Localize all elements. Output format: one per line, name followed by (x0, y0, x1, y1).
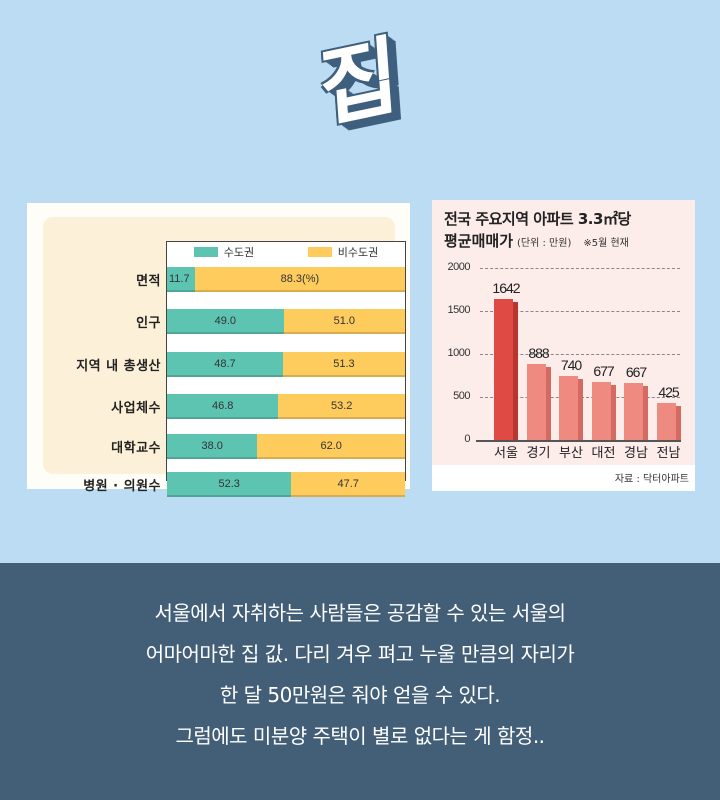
bar (559, 376, 583, 440)
bar-segment-non-capital: 51.0 (283, 309, 405, 334)
x-tick-label: 경남 (624, 446, 648, 461)
plot-area: 수도권 비수도권 11.7 88.3(%) 49.0 51.0 48.7 51.3 46.8… (166, 241, 406, 497)
y-tick-label: 0 (464, 433, 470, 445)
bar-row: 46.8 53.2 (167, 394, 405, 419)
gridline (480, 268, 680, 269)
x-tick-label: 경기 (526, 446, 551, 461)
bar-face (656, 403, 676, 440)
caption-panel: 서울에서 자취하는 사람들은 공감할 수 있는 서울의 어마어마한 집 값. 다… (0, 563, 720, 800)
bar-face (559, 376, 578, 440)
bar-value-label: 888 (528, 344, 549, 361)
bar-row: 38.0 62.0 (167, 434, 405, 459)
legend-swatch-capital (193, 247, 218, 257)
x-tick-label: 대전 (591, 446, 616, 461)
bar-segment-non-capital: 47.7 (291, 472, 405, 497)
legend-item-non-capital: 비수도권 (307, 244, 379, 260)
gridline (480, 311, 680, 312)
legend-label-non-capital: 비수도권 (337, 246, 379, 259)
y-tick-label: 1500 (447, 304, 471, 316)
bar-segment-capital: 38.0 (167, 434, 258, 459)
page-title: 집 (316, 25, 403, 141)
bar-segment-non-capital: 51.3 (282, 352, 405, 377)
chart-title: 전국 주요지역 아파트 3.3㎡당 (444, 210, 631, 228)
bar-segment-non-capital: 88.3(%) (194, 267, 405, 292)
bar-value-label: 677 (593, 362, 614, 379)
y-tick-label: 2000 (447, 261, 471, 273)
bar-segment-non-capital: 53.2 (278, 394, 405, 419)
bar-value-label: 425 (658, 384, 679, 401)
title-area: 집 (0, 25, 720, 148)
bar-row: 52.3 47.7 (167, 472, 405, 497)
y-tick-label: 500 (453, 390, 470, 402)
bar-side (643, 385, 648, 440)
bar-value-label: 740 (560, 357, 582, 374)
caption-line: 서울에서 자취하는 사람들은 공감할 수 있는 서울의 (154, 601, 566, 625)
bar (494, 298, 518, 440)
apartment-price-chart: 전국 주요지역 아파트 3.3㎡당 평균매매가 (단위 : 만원) ※5월 현재 2… (432, 200, 695, 491)
legend-label-capital: 수도권 (223, 246, 255, 259)
bar-segment-capital: 52.3 (167, 472, 292, 497)
bar-side (513, 301, 518, 440)
row-label: 사업체수 (111, 401, 161, 416)
bar-segment-capital: 49.0 (167, 309, 284, 334)
bar-segment-capital: 11.7 (167, 267, 195, 292)
bar (591, 381, 616, 440)
row-label: 인구 (136, 316, 161, 331)
bar (526, 363, 551, 440)
bar-side (610, 384, 616, 440)
x-tick-label: 부산 (559, 446, 583, 461)
y-tick-label: 1000 (447, 347, 471, 359)
bar-value-label: 1642 (492, 279, 520, 296)
x-axis (476, 440, 681, 442)
chart-background: 전국 주요지역 아파트 3.3㎡당 평균매매가 (단위 : 만원) ※5월 현재 2… (432, 200, 695, 465)
row-label: 병원 · 의원수 (83, 479, 161, 494)
row-label: 대학교수 (111, 441, 161, 456)
bar-value-label: 667 (625, 363, 647, 380)
chart-background: 수도권 비수도권 11.7 88.3(%) 49.0 51.0 48.7 51.3 46.8… (43, 217, 406, 497)
gridline (480, 354, 680, 355)
caption-line: 그럼에도 미분양 주택이 별로 없다는 게 함정.. (175, 724, 545, 748)
bar-row: 11.7 88.3(%) (167, 267, 405, 292)
bar-segment-non-capital: 62.0 (257, 434, 405, 459)
bar-side (545, 366, 551, 440)
legend-item-capital: 수도권 (193, 244, 255, 260)
caption-line: 한 달 50만원은 줘야 얻을 수 있다. (219, 683, 501, 707)
bar-face (624, 382, 643, 440)
chart-source: 자료 : 닥터아파트 (614, 474, 689, 485)
chart-title-line2: 평균매매가 (단위 : 만원) ※5월 현재 (444, 230, 629, 251)
chart-unit: (단위 : 만원) (517, 238, 572, 249)
caption-line: 어마어마한 집 값. 다리 겨우 펴고 누울 만큼의 자리가 (145, 642, 575, 666)
bar-face (591, 381, 611, 440)
bar-side (675, 406, 681, 440)
bar-face (494, 298, 513, 440)
bar-row: 48.7 51.3 (167, 352, 405, 377)
bar-face (526, 363, 546, 440)
x-tick-label: 전남 (656, 446, 681, 461)
bar-segment-capital: 48.7 (167, 352, 283, 377)
chart-legend: 수도권 비수도권 (167, 242, 405, 262)
bar-side (578, 379, 583, 440)
row-label: 지역 내 총생산 (76, 359, 161, 374)
chart-note: ※5월 현재 (583, 238, 629, 249)
caption-text: 서울에서 자취하는 사람들은 공감할 수 있는 서울의 어마어마한 집 값. 다… (0, 593, 720, 757)
bar-row: 49.0 51.0 (167, 309, 405, 334)
bar (624, 382, 648, 440)
bar (656, 403, 681, 440)
legend-swatch-non-capital (307, 247, 332, 257)
bar-segment-capital: 46.8 (167, 394, 279, 419)
capital-region-share-chart: 수도권 비수도권 11.7 88.3(%) 49.0 51.0 48.7 51.3 46.8… (27, 203, 410, 497)
row-label: 면적 (136, 274, 161, 289)
chart-title-text: 평균매매가 (444, 232, 514, 250)
x-tick-label: 서울 (494, 446, 518, 461)
